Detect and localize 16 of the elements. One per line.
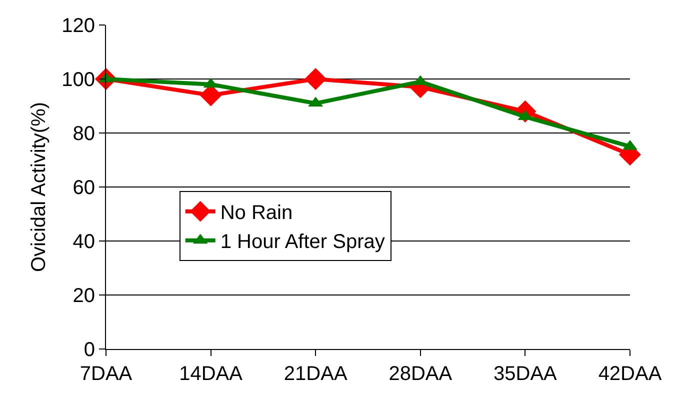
y-tick-label: 0 bbox=[84, 339, 95, 361]
y-tick-label: 40 bbox=[72, 231, 95, 253]
y-tick-label: 60 bbox=[72, 177, 95, 199]
y-tick-label: 100 bbox=[62, 69, 95, 91]
y-tick-label: 80 bbox=[72, 123, 95, 145]
x-tick-label: 14DAA bbox=[179, 363, 244, 385]
y-tick-label: 120 bbox=[62, 15, 95, 37]
legend-label: 1 Hour After Spray bbox=[220, 231, 385, 254]
x-tick-label: 7DAA bbox=[80, 363, 133, 385]
x-tick-label: 21DAA bbox=[284, 363, 348, 385]
x-tick-label: 35DAA bbox=[494, 363, 558, 385]
y-tick-label: 20 bbox=[72, 285, 95, 307]
legend-label: No Rain bbox=[220, 202, 293, 224]
x-tick-label: 42DAA bbox=[598, 363, 662, 385]
y-axis-title: Ovicidal Activity(%) bbox=[28, 102, 50, 272]
x-tick-label: 28DAA bbox=[388, 363, 453, 385]
